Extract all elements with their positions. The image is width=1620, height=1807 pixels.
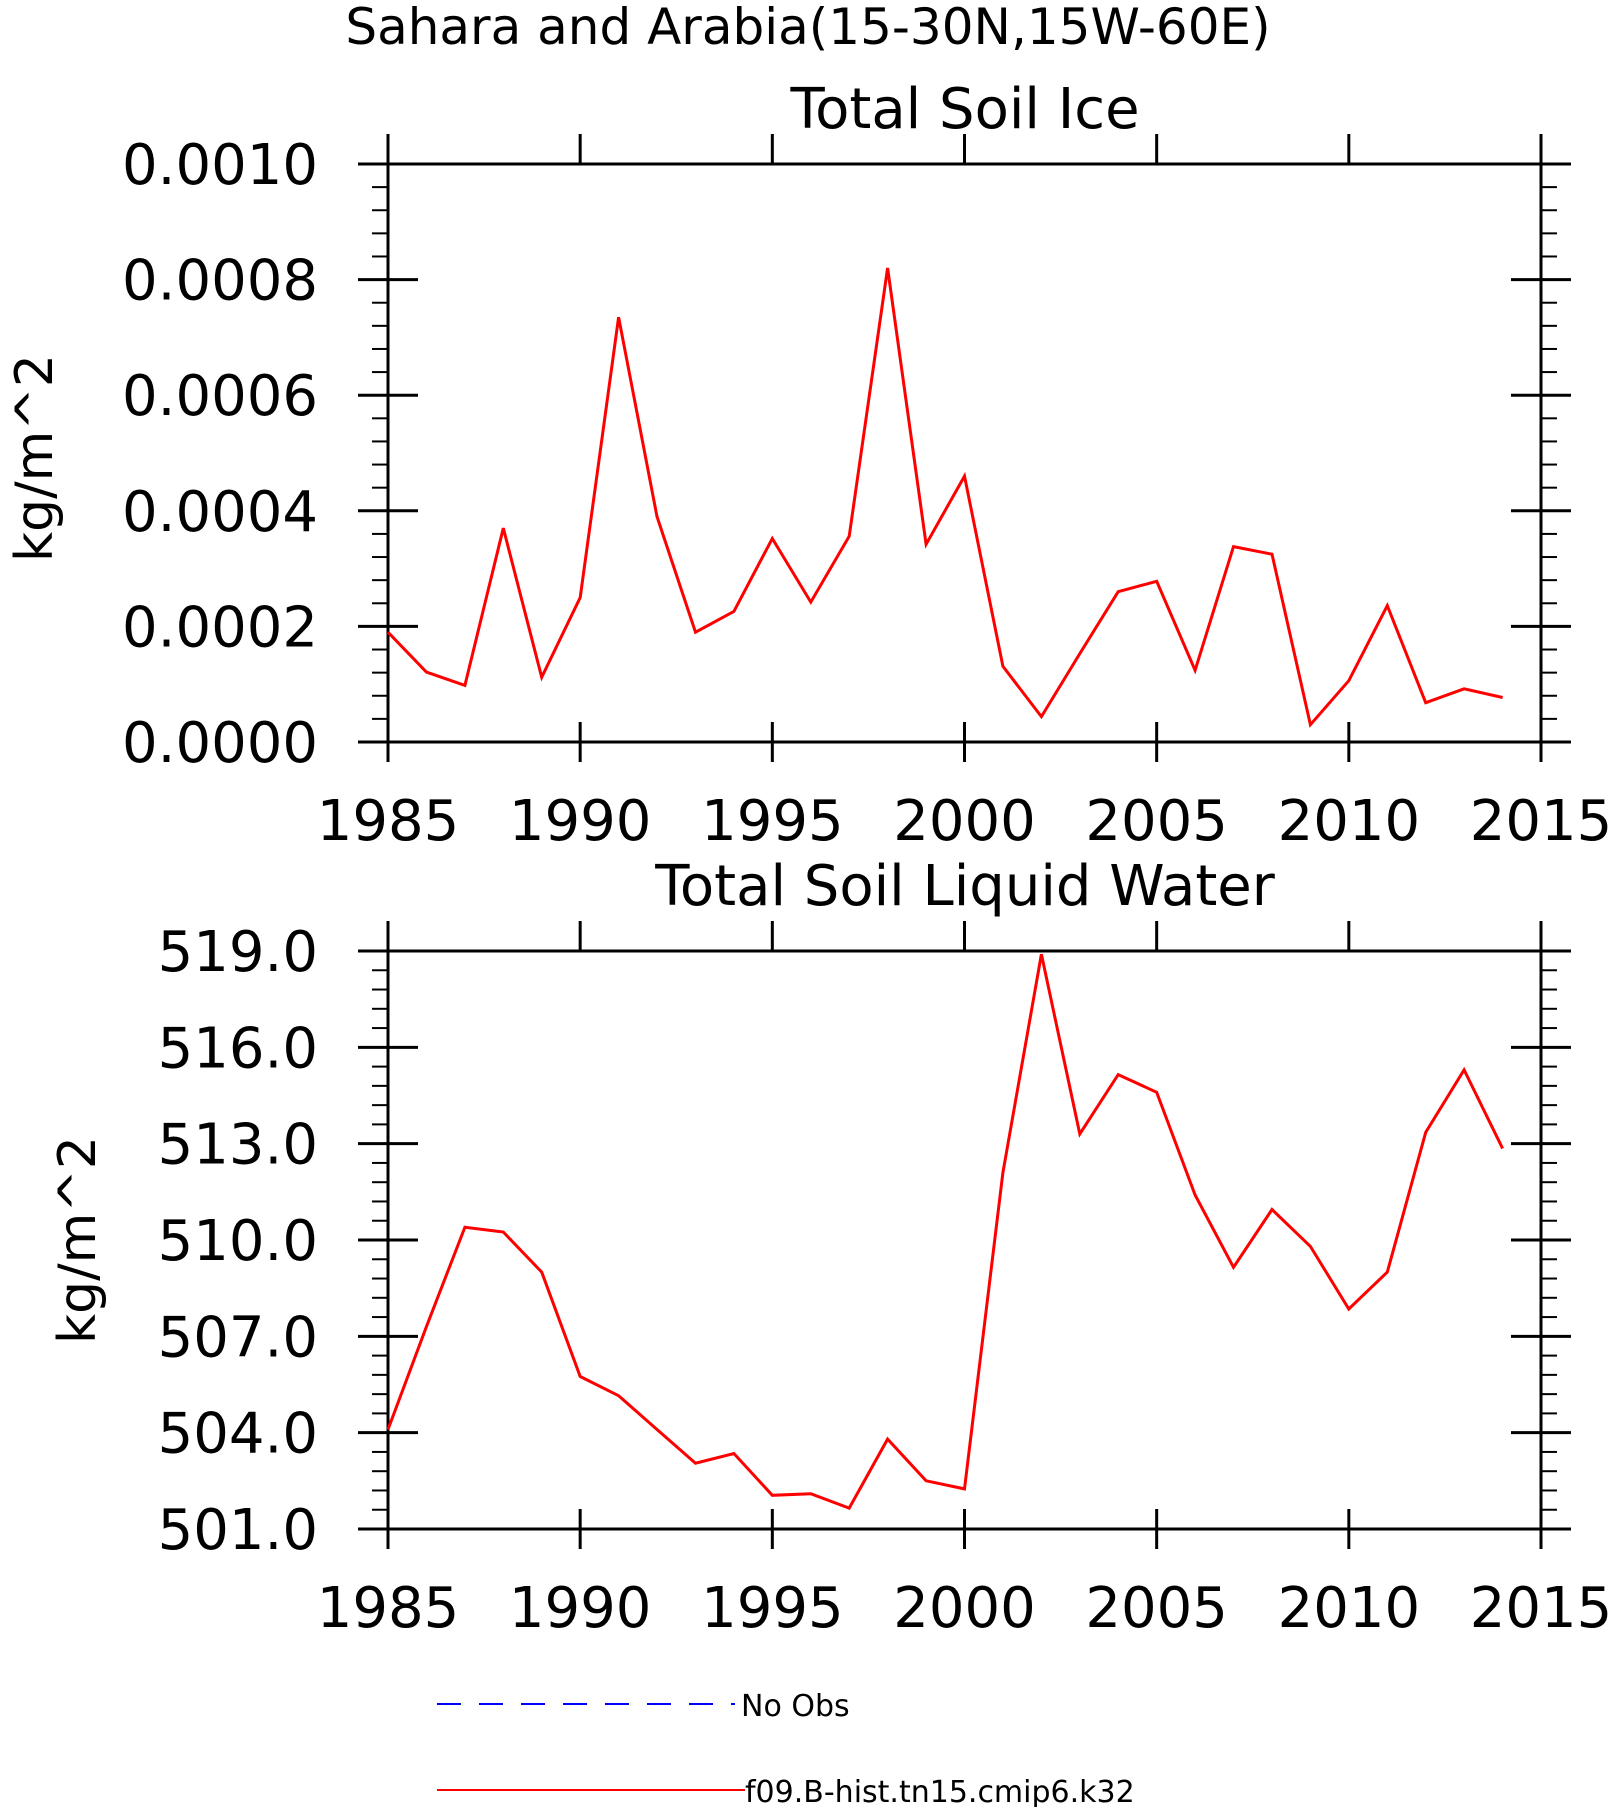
x-tick-label: 1990 (509, 789, 652, 854)
axis-tick-labels: 1985 1990 1995 2000 2005 2010 2015 0.0000 0.0002… (122, 133, 1612, 854)
x-tick-label: 2010 (1278, 789, 1421, 854)
x-tick-label: 1995 (701, 1576, 844, 1641)
y-tick-label: 513.0 (158, 1113, 318, 1178)
plot-frame (386, 162, 1543, 744)
axis-tick-labels: 1985 1990 1995 2000 2005 2010 2015 501.0 504.0 50… (158, 920, 1613, 1641)
panel-soil-liquid-water: Total Soil Liquid Water kg/m^2 1985 1990 1… (48, 854, 1612, 1641)
figure-title: Sahara and Arabia(15-30N,15W-60E) (345, 0, 1270, 56)
legend-label-no-obs: No Obs (741, 1689, 850, 1724)
y-tick-label: 0.0000 (122, 711, 318, 776)
y-tick-label: 0.0002 (122, 595, 318, 660)
series-line (386, 953, 1504, 1510)
y-tick-label: 507.0 (158, 1305, 318, 1370)
legend-label-model: f09.B-hist.tn15.cmip6.k32 (745, 1775, 1135, 1807)
series-lines (386, 267, 1503, 728)
panel-title: Total Soil Ice (789, 77, 1139, 142)
x-tick-label: 2010 (1278, 1576, 1421, 1641)
y-tick-label: 519.0 (158, 920, 318, 985)
y-tick-label: 516.0 (158, 1016, 318, 1081)
x-tick-label: 1995 (701, 789, 844, 854)
x-tick-label: 2000 (893, 1576, 1036, 1641)
axis-ticks (358, 134, 1571, 762)
y-axis-label: kg/m^2 (5, 354, 65, 562)
x-tick-label: 2005 (1085, 789, 1228, 854)
x-tick-label: 1985 (317, 789, 460, 854)
axis-ticks (358, 921, 1571, 1549)
y-tick-label: 0.0004 (122, 480, 318, 545)
plot-frame (386, 949, 1543, 1531)
legend: No Obs f09.B-hist.tn15.cmip6.k32 (437, 1689, 1135, 1807)
y-tick-label: 510.0 (158, 1209, 318, 1274)
y-tick-label: 501.0 (158, 1498, 318, 1563)
x-tick-label: 1985 (317, 1576, 460, 1641)
y-tick-label: 504.0 (158, 1402, 318, 1467)
series-lines (386, 953, 1504, 1510)
y-tick-label: 0.0006 (122, 364, 318, 429)
x-tick-label: 2000 (893, 789, 1036, 854)
x-tick-label: 2005 (1085, 1576, 1228, 1641)
series-line (386, 267, 1503, 728)
panel-soil-ice: Total Soil Ice kg/m^2 1985 1990 1995 2000 20… (5, 77, 1612, 854)
x-tick-label: 2015 (1470, 1576, 1613, 1641)
x-tick-label: 1990 (509, 1576, 652, 1641)
y-tick-label: 0.0008 (122, 249, 318, 314)
panel-title: Total Soil Liquid Water (654, 854, 1276, 919)
y-axis-label: kg/m^2 (48, 1136, 108, 1344)
y-tick-label: 0.0010 (122, 133, 318, 198)
x-tick-label: 2015 (1470, 789, 1613, 854)
